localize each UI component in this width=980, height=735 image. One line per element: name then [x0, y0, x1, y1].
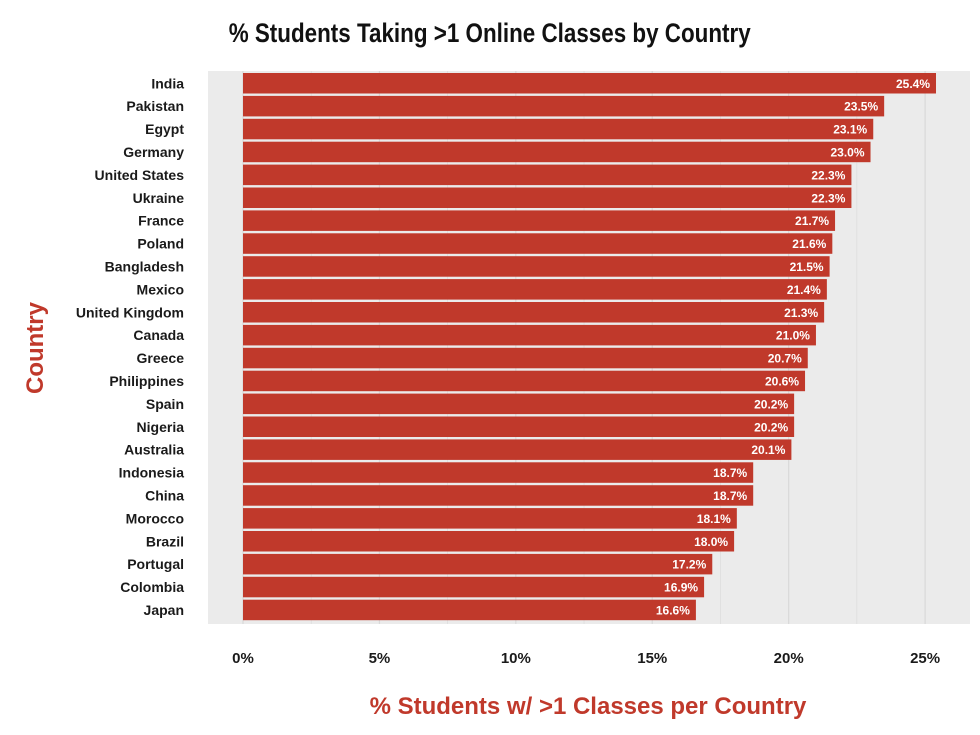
category-label: Pakistan [126, 98, 184, 114]
category-label: Indonesia [119, 465, 185, 481]
bar [243, 599, 696, 621]
bar [243, 553, 713, 575]
bars-layer: 25.4% 23.5% 23.1% 23.0% 22.3% 22.3% 21.7% 21.6%… [243, 73, 936, 621]
category-label: United Kingdom [76, 304, 184, 320]
y-axis-title: Country [22, 301, 49, 394]
bar [243, 531, 735, 552]
x-tick-label: 10% [501, 650, 531, 667]
bar [243, 95, 885, 117]
category-label: Japan [144, 602, 184, 618]
category-label: Ukraine [133, 190, 185, 206]
bar [243, 576, 705, 598]
bar [243, 256, 830, 277]
x-tick-label: 0% [232, 650, 254, 667]
bar [243, 73, 936, 94]
bar-value-label: 17.2% [672, 558, 706, 572]
bar-value-label: 23.1% [833, 123, 867, 137]
bar [243, 370, 806, 392]
bar [243, 141, 871, 163]
category-label: Germany [123, 144, 184, 160]
bar-value-label: 18.1% [697, 512, 731, 526]
x-tick-label: 15% [637, 650, 667, 667]
bar [243, 416, 795, 437]
category-label: Mexico [137, 281, 184, 297]
category-label: Philippines [109, 373, 184, 389]
bar [243, 302, 825, 323]
bar [243, 462, 754, 483]
category-label: India [151, 75, 184, 91]
category-label: Brazil [146, 533, 184, 549]
category-label: Colombia [120, 579, 184, 595]
bar-value-label: 21.5% [790, 260, 824, 274]
category-label: Morocco [126, 510, 184, 526]
bar-value-label: 18.7% [713, 466, 747, 480]
bar-value-label: 18.7% [713, 489, 747, 503]
category-label: Spain [146, 396, 184, 412]
x-tick-label: 5% [369, 650, 391, 667]
bar-value-label: 20.7% [768, 352, 802, 366]
bar [243, 508, 737, 529]
bar-value-label: 20.2% [754, 397, 788, 411]
x-axis-ticks: 0% 5% 10% 15% 20% 25% [232, 650, 940, 667]
x-tick-label: 20% [774, 650, 804, 667]
bar [243, 164, 852, 186]
bar-value-label: 22.3% [811, 168, 845, 182]
category-label: Canada [133, 327, 184, 343]
category-label: Nigeria [137, 419, 185, 435]
bar [243, 485, 754, 506]
bar-value-label: 21.6% [792, 237, 826, 251]
bar [243, 118, 874, 140]
category-label: China [145, 487, 184, 503]
bar [243, 233, 833, 254]
bar-value-label: 23.0% [830, 145, 864, 159]
bar-value-label: 25.4% [896, 77, 930, 91]
bar [243, 439, 792, 460]
bar-value-label: 21.0% [776, 329, 810, 343]
category-label: United States [95, 167, 185, 183]
category-label: Egypt [145, 121, 184, 137]
bar [243, 324, 816, 346]
category-label: Poland [137, 236, 184, 252]
bar-value-label: 20.6% [765, 374, 799, 388]
bar-value-label: 18.0% [694, 535, 728, 549]
bar-value-label: 21.3% [784, 306, 818, 320]
bar-value-label: 20.2% [754, 420, 788, 434]
bar [243, 347, 808, 369]
bar-value-label: 16.9% [664, 581, 698, 595]
category-label: Portugal [127, 556, 184, 572]
bar [243, 187, 852, 208]
x-tick-label: 25% [910, 650, 940, 667]
bar-value-label: 22.3% [811, 191, 845, 205]
bar [243, 393, 795, 415]
category-label: Greece [137, 350, 185, 366]
bar [243, 210, 836, 231]
chart-title: % Students Taking >1 Online Classes by C… [228, 18, 751, 48]
bar-value-label: 21.7% [795, 214, 829, 228]
category-label: Australia [124, 442, 184, 458]
bar [243, 279, 827, 300]
x-axis-title: % Students w/ >1 Classes per Country [370, 693, 807, 720]
category-label: Bangladesh [105, 258, 184, 274]
bar-value-label: 21.4% [787, 283, 821, 297]
category-labels: India Pakistan Egypt Germany United States Uk… [76, 75, 184, 618]
bar-value-label: 16.6% [656, 603, 690, 617]
bar-value-label: 23.5% [844, 100, 878, 114]
category-label: France [138, 213, 184, 229]
bar-value-label: 20.1% [751, 443, 785, 457]
